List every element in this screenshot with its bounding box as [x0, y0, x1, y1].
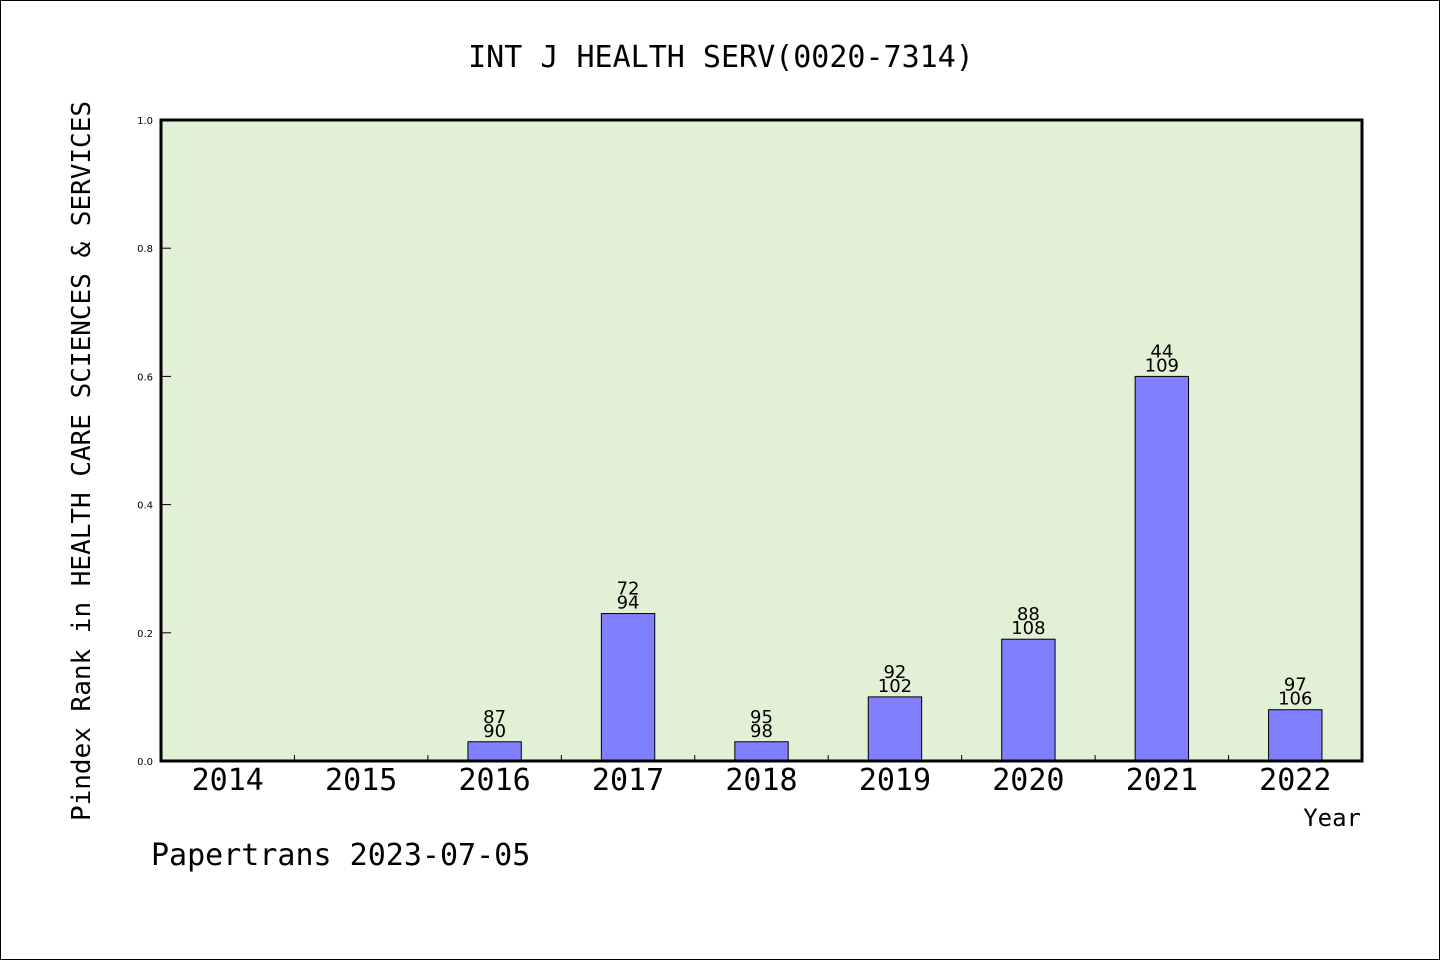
x-tick-label: 2016 — [458, 763, 530, 798]
x-tick-label: 2015 — [325, 763, 397, 798]
bar-2018 — [734, 741, 789, 762]
plot-frame — [159, 118, 1364, 763]
bar-label-bottom: 90 — [483, 721, 506, 742]
bar-label-top: 72 — [617, 579, 640, 600]
bar-2017 — [600, 613, 656, 762]
x-tick-label: 2022 — [1259, 763, 1331, 798]
bar-label-bottom: 108 — [1011, 618, 1045, 639]
chart-title: INT J HEALTH SERV(0020-7314) — [468, 40, 974, 75]
y-tick-label: 0.8 — [137, 244, 153, 255]
bar-2020 — [1001, 638, 1056, 762]
bar-2022 — [1268, 709, 1323, 762]
x-tick-label: 2014 — [192, 763, 264, 798]
y-tick-label: 0.4 — [137, 501, 153, 512]
y-axis-label: Pindex Rank in HEALTH CARE SCIENCES & SE… — [67, 101, 97, 821]
footer-credit: Papertrans 2023-07-05 — [151, 838, 530, 873]
bar-label-bottom: 109 — [1145, 355, 1179, 376]
y-tick-label: 1.0 — [137, 116, 153, 127]
y-tick-label: 0.6 — [137, 372, 153, 383]
bar-label-top: 95 — [750, 707, 773, 728]
x-tick-label: 2020 — [992, 763, 1064, 798]
bar-label-top: 92 — [883, 662, 906, 683]
bar-label-top: 44 — [1150, 341, 1173, 362]
bar-label-bottom: 106 — [1278, 689, 1312, 710]
bar-2019 — [867, 696, 923, 762]
bar-label-top: 88 — [1017, 604, 1040, 625]
x-axis-label: Year — [1303, 804, 1361, 832]
x-axis: 2014 2015 2016 2017 2018 2019 2020 2021 2022 — [192, 755, 1331, 798]
bar-label-bottom: 102 — [878, 676, 912, 697]
bar-2021 — [1134, 375, 1190, 762]
x-tick-label: 2021 — [1126, 763, 1198, 798]
y-tick-label: 0.2 — [137, 629, 153, 640]
bar-2016 — [467, 741, 522, 762]
x-tick-label: 2018 — [725, 763, 797, 798]
bar-label-top: 97 — [1284, 675, 1307, 696]
x-tick-label: 2019 — [859, 763, 931, 798]
bar-label-top: 87 — [483, 707, 506, 728]
y-tick-label: 0.0 — [137, 757, 153, 768]
bar-label-bottom: 94 — [617, 593, 640, 614]
x-tick-label: 2017 — [592, 763, 664, 798]
bar-label-bottom: 98 — [750, 721, 773, 742]
